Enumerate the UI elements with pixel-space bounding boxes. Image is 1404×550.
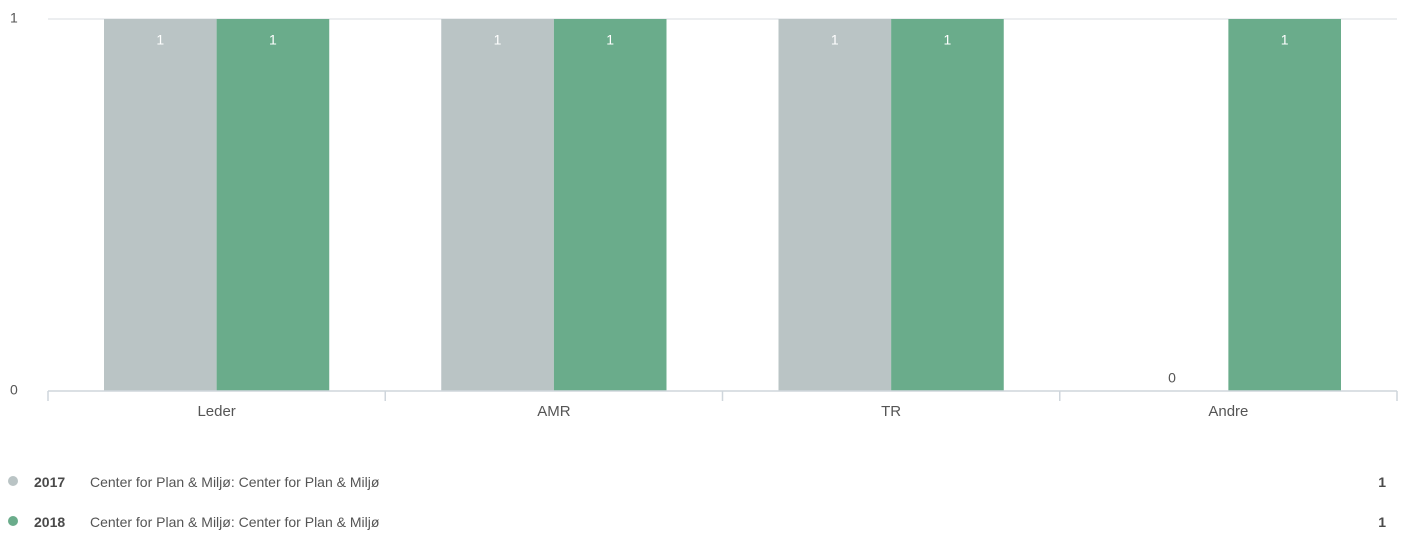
legend-description: Center for Plan & Miljø: Center for Plan… [90, 474, 380, 490]
y-tick-label: 1 [10, 10, 18, 26]
bar [104, 19, 217, 391]
chart-svg: 0 1 1 1 Leder 1 1 AMR 1 1 TR 0 1 Andre [10, 10, 1398, 420]
x-tick-label: TR [881, 403, 901, 420]
legend-item-2018[interactable]: 2018 Center for Plan & Miljø: Center for… [8, 510, 1386, 550]
bar [216, 19, 330, 391]
x-tick-label: AMR [537, 403, 571, 420]
legend-year: 2017 [34, 474, 66, 490]
data-label: 1 [494, 32, 502, 48]
bar [553, 19, 667, 391]
data-label: 1 [156, 32, 164, 48]
legend-value: 1 [1378, 514, 1386, 530]
y-tick-label: 0 [10, 382, 18, 398]
data-label: 1 [269, 32, 277, 48]
bar [441, 19, 554, 391]
legend-item-2017[interactable]: 2017 Center for Plan & Miljø: Center for… [8, 470, 1386, 510]
legend-description: Center for Plan & Miljø: Center for Plan… [90, 514, 380, 530]
legend: 2017 Center for Plan & Miljø: Center for… [8, 470, 1386, 550]
bar [1228, 19, 1341, 391]
data-label: 1 [944, 32, 952, 48]
legend-dot-icon [8, 476, 18, 486]
data-label: 0 [1168, 370, 1176, 386]
x-tick-label: Leder [197, 403, 235, 420]
data-label: 1 [606, 32, 614, 48]
x-tick-label: Andre [1208, 403, 1248, 420]
data-label: 1 [1281, 32, 1289, 48]
data-label: 1 [831, 32, 839, 48]
legend-year: 2018 [34, 514, 66, 530]
legend-dot-icon [8, 516, 18, 526]
bar [891, 19, 1004, 391]
legend-value: 1 [1378, 474, 1386, 490]
bar [778, 19, 892, 391]
bar-chart: 0 1 1 1 Leder 1 1 AMR 1 1 TR 0 1 Andre [10, 10, 1398, 420]
